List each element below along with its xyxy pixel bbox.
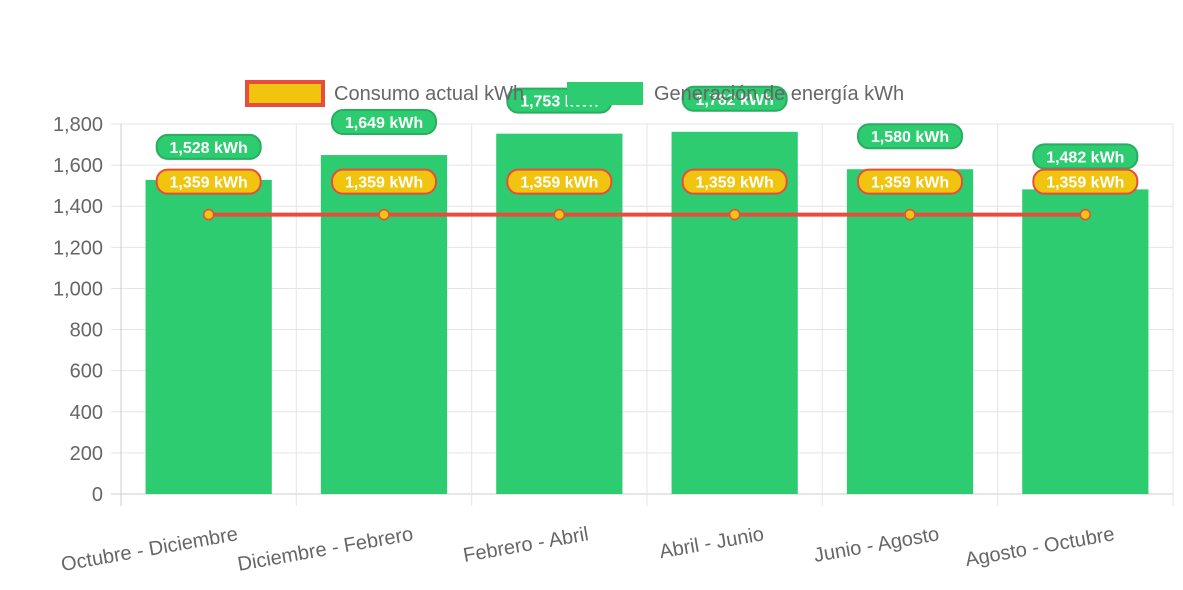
x-tick-label: Abril - Junio [658,523,766,563]
bar [846,169,974,494]
y-tick-label: 1,600 [53,155,103,177]
data-label: 1,359 kWh [1046,175,1124,192]
line-point [1079,208,1092,221]
data-label: 1,359 kWh [696,175,774,192]
data-label-box [331,168,437,195]
data-label: 1,359 kWh [170,175,248,192]
legend-swatch-consumo [245,80,325,107]
data-label-box [681,85,788,112]
data-label-box [506,168,613,195]
y-tick-label: 400 [70,402,103,424]
data-label-box [857,123,963,150]
line-point [378,208,390,221]
y-tick-label: 1,400 [53,196,103,218]
data-label-box [1032,168,1139,195]
y-axis: 0 200 400 600 800 1,000 1,200 1,400 1,600 1,800 [53,114,103,506]
x-tick-label: Diciembre - Febrero [236,523,415,576]
x-tick-label: Febrero - Abril [462,523,591,567]
data-label: 1,528 kWh [170,140,248,157]
bar [1022,189,1149,494]
line-point [553,208,566,221]
legend-item-consumo[interactable]: Consumo actual kWh [245,80,524,107]
legend[interactable]: Consumo actual kWh Generación de energía… [245,80,904,107]
data-label: 1,359 kWh [345,175,423,192]
data-label-box [681,168,788,195]
data-label-box [1032,143,1139,170]
data-label-box [155,133,262,160]
data-label: 1,580 kWh [871,129,949,146]
legend-label-generacion: Generación de energía kWh [654,83,904,105]
x-tick-label: Octubre - Diciembre [59,523,239,576]
data-label-box [155,168,262,195]
y-tick-label: 1,200 [53,237,103,259]
legend-item-generacion[interactable]: Generación de energía kWh [567,82,904,105]
x-tick-label: Agosto - Octubre [963,523,1116,571]
data-label: 1,359 kWh [871,175,949,192]
y-tick-label: 600 [70,361,103,383]
bar [320,155,448,495]
data-label-box [331,109,437,136]
y-tick-label: 1,800 [53,114,103,136]
line-point [202,208,215,221]
y-tick-label: 800 [70,320,103,342]
y-tick-label: 200 [70,443,103,465]
y-tick-label: 1,000 [53,278,103,300]
grid [111,123,1174,506]
y-tick-label: 0 [92,484,103,506]
bar [145,179,272,494]
line-point [728,208,741,221]
legend-label-consumo: Consumo actual kWh [334,83,524,105]
line-series [202,208,1092,221]
data-label: 1,762 kWh [696,92,774,109]
data-label: 1,482 kWh [1046,149,1124,166]
data-label: 1,649 kWh [345,115,423,132]
data-label-box [857,168,963,195]
legend-swatch-generacion [567,82,643,105]
line-point [904,208,916,221]
data-label: 1,359 kWh [520,175,598,192]
x-tick-label: Junio - Agosto [812,523,941,567]
